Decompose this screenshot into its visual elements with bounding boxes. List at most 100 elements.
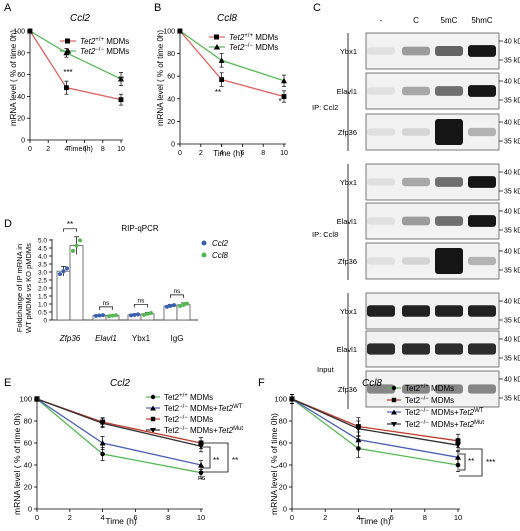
data-point [118, 97, 124, 103]
blot-band [367, 384, 395, 394]
y-tick-label: 40 [17, 94, 25, 101]
panel-letter-f: F [258, 377, 265, 389]
y-tick-label: 60 [17, 72, 25, 79]
panel-e: Ccl2 Tet2+/+ MDMs Tet2−/− MDMs+Tet2WT Te… [12, 378, 243, 526]
data-point [198, 462, 204, 468]
y-tick-label: 20 [167, 119, 175, 126]
legend-marker-f-2 [391, 397, 397, 403]
kd-marker-label: 35 kD [504, 58, 520, 65]
kd-marker-label: 35 kD [504, 318, 520, 325]
blot-band [435, 384, 463, 394]
blot-band [468, 305, 496, 317]
kd-marker-label: 35 kD [504, 189, 520, 196]
data-point [455, 442, 461, 449]
y-tick-label: 0 [283, 505, 287, 514]
significance-bracket [63, 228, 77, 232]
blot-band [367, 47, 395, 55]
kd-marker-label: 35 kD [504, 268, 520, 275]
significance-e-1: ** [213, 456, 219, 465]
panel-letter-b: B [154, 2, 161, 14]
legend-marker-e-1 [150, 394, 156, 400]
legend-label-e-3: Tet2−/− MDMs [164, 415, 213, 424]
data-point [58, 272, 62, 277]
blot-band [367, 178, 395, 186]
data-point [100, 451, 105, 457]
legend-label-a-wt: Tet2+/+ MDMs [80, 37, 129, 46]
blot-band [468, 176, 496, 188]
legend-marker-b-ko [213, 44, 221, 50]
kd-marker-label: 40 kD [504, 249, 520, 256]
data-point [63, 49, 70, 56]
category-label-elavl1: Elavl1 [95, 334, 117, 343]
x-tick-label: 8 [101, 146, 105, 153]
significance-bracket [134, 303, 148, 308]
panel-b-title: Ccl8 [217, 13, 237, 24]
legend-marker-e-4 [150, 428, 156, 433]
blot-band [402, 177, 430, 187]
category-label-ybx1: Ybx1 [132, 334, 151, 343]
y-tick-label: 20 [279, 483, 287, 492]
lane-label-5hmc: 5hmC [471, 16, 493, 25]
legend-marker-f-3 [391, 409, 397, 415]
data-point [132, 312, 137, 317]
legend-marker-f-1 [391, 385, 397, 391]
kd-marker-label: 40 kD [504, 299, 520, 306]
data-point [27, 28, 33, 34]
data-point [65, 266, 69, 271]
kd-marker-label: 35 kD [504, 98, 520, 105]
panel-f: Ccl8 Tet2+/+ MDMs Tet2−/− MDMs Tet2−/− M… [269, 378, 495, 526]
x-tick-label: 8 [261, 150, 265, 157]
category-label-igg: IgG [171, 334, 184, 343]
sig-bracket-f-1 [459, 453, 466, 471]
group-label-ip-ccl8: IP: Ccl8 [312, 230, 338, 239]
sig-bracket-e-1 [202, 446, 211, 469]
axes-b: 0 20 40 60 80 100 0 2 4 6 8 10 [163, 28, 288, 157]
lane-label-5mc: 5mC [441, 16, 458, 25]
y-tick-label: 100 [19, 395, 32, 404]
y-tick-label: 3.5 [38, 262, 47, 269]
blot-band [435, 119, 463, 145]
y-tick-label: 40 [279, 461, 287, 470]
blot-band [468, 45, 496, 57]
significance-f-1: ** [468, 457, 474, 466]
data-point [99, 420, 106, 427]
y-tick-label: 1.5 [38, 294, 47, 301]
panel-e-title: Ccl2 [110, 378, 130, 389]
legend-marker-f-4 [391, 422, 397, 427]
blot-band [367, 305, 395, 317]
panel-a-title: Ccl2 [70, 13, 90, 24]
significance-bracket [99, 306, 113, 310]
x-tick-label: 6 [390, 513, 394, 522]
x-tick-label: 10 [454, 513, 462, 522]
data-point [181, 302, 186, 307]
y-tick-label: 0.5 [38, 310, 47, 317]
data-point [185, 301, 189, 306]
bar [56, 270, 71, 321]
data-point [114, 313, 118, 318]
axes-e: 0 20 40 60 80 100 0 2 4 6 8 10 [19, 395, 205, 523]
x-tick-label: 4 [220, 150, 224, 157]
kd-marker-label: 35 kD [504, 356, 520, 363]
legend-label-d-ccl2: Ccl2 [212, 239, 229, 248]
x-tick-label: 8 [166, 513, 170, 522]
data-point [74, 243, 79, 248]
data-point [178, 303, 182, 308]
lane-label-neg: - [380, 16, 383, 25]
y-axis-label-e: mRNA level ( % of time 0h) [12, 413, 22, 515]
group-label-ip-ccl2: IP: Ccl2 [312, 103, 338, 112]
data-point [107, 314, 111, 319]
significance-label: ns [138, 297, 146, 304]
significance-a-4h: *** [63, 68, 72, 77]
legend-label-f-3: Tet2−/− MDMs+Tet2WT [405, 408, 484, 417]
blot-row-label: Zfp36 [338, 385, 357, 394]
legend-label-d-ccl8: Ccl8 [212, 251, 229, 260]
x-tick-label: 2 [323, 513, 327, 522]
blot-band [402, 343, 430, 355]
significance-label: ns [103, 300, 111, 307]
data-point [71, 248, 75, 253]
y-axis-label-d-line2: WT pMDMs vs KO pMDMs [24, 243, 33, 333]
blot-row-label: Ybx1 [340, 47, 357, 56]
y-tick-label: 100 [274, 395, 287, 404]
blot-band [402, 305, 430, 317]
data-point [165, 304, 169, 309]
